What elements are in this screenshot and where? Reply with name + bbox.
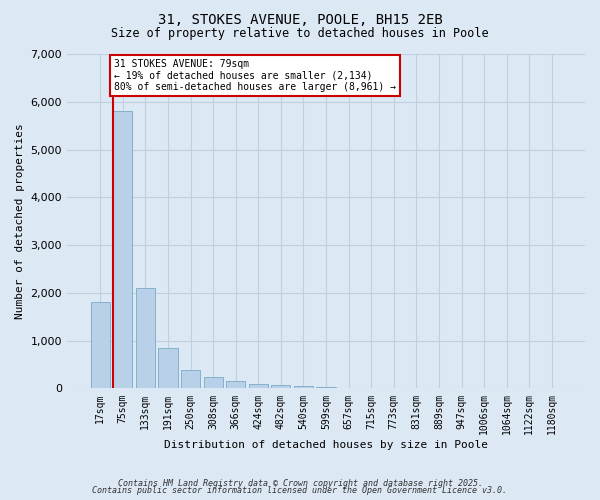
Text: Size of property relative to detached houses in Poole: Size of property relative to detached ho… <box>111 28 489 40</box>
Text: 31 STOKES AVENUE: 79sqm
← 19% of detached houses are smaller (2,134)
80% of semi: 31 STOKES AVENUE: 79sqm ← 19% of detache… <box>114 59 396 92</box>
Bar <box>91 302 110 388</box>
Bar <box>203 377 223 388</box>
Bar <box>181 370 200 388</box>
Bar <box>226 382 245 388</box>
X-axis label: Distribution of detached houses by size in Poole: Distribution of detached houses by size … <box>164 440 488 450</box>
Bar <box>248 384 268 388</box>
Bar <box>294 386 313 388</box>
Text: 31, STOKES AVENUE, POOLE, BH15 2EB: 31, STOKES AVENUE, POOLE, BH15 2EB <box>158 12 442 26</box>
Y-axis label: Number of detached properties: Number of detached properties <box>15 124 25 319</box>
Bar <box>158 348 178 389</box>
Bar <box>316 387 335 388</box>
Bar <box>113 112 133 388</box>
Bar <box>136 288 155 388</box>
Text: Contains public sector information licensed under the Open Government Licence v3: Contains public sector information licen… <box>92 486 508 495</box>
Text: Contains HM Land Registry data © Crown copyright and database right 2025.: Contains HM Land Registry data © Crown c… <box>118 478 482 488</box>
Bar <box>271 384 290 388</box>
